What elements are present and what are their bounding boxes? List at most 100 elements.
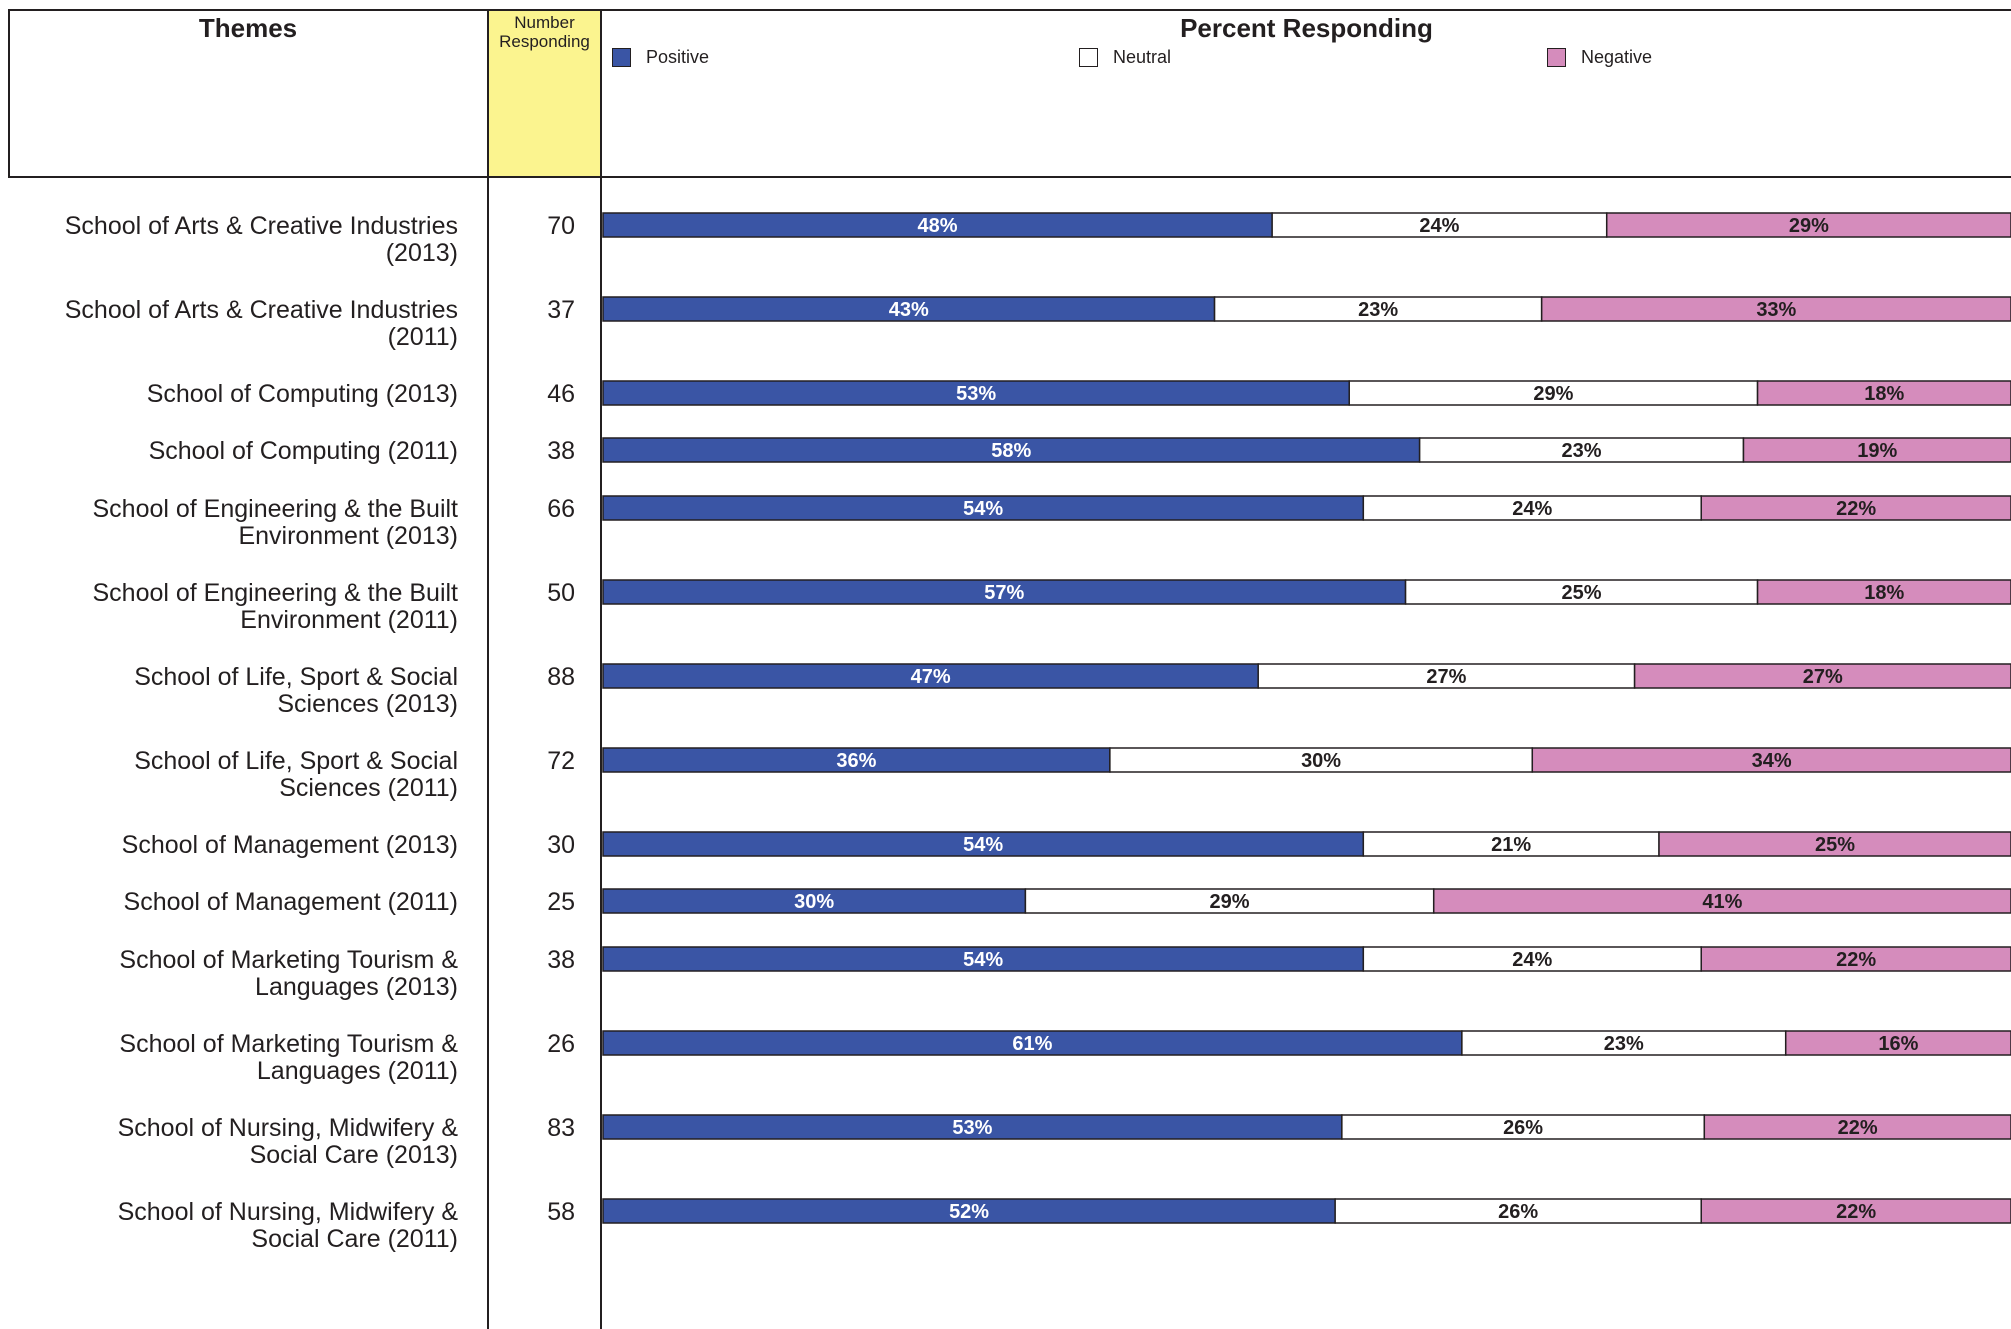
themes-column-divider <box>487 9 489 1329</box>
bar-negative-label: 22% <box>1836 949 1876 971</box>
legend-positive: Positive <box>612 46 709 68</box>
bar-neutral-label: 26% <box>1498 1201 1538 1223</box>
bar-negative-label: 16% <box>1878 1033 1918 1055</box>
row-count: 70 <box>547 212 575 240</box>
bar-neutral <box>1213 296 1543 322</box>
bar-negative-label: 34% <box>1752 750 1792 772</box>
bar-neutral <box>1341 1114 1706 1140</box>
row-label: School of Computing (2013) <box>146 380 458 408</box>
row-count: 50 <box>547 579 575 607</box>
row-label: School of Life, Sport & Social Sciences (… <box>134 663 458 718</box>
bar-positive <box>602 579 1407 605</box>
row-count: 26 <box>547 1030 575 1058</box>
bar-positive <box>602 888 1027 914</box>
header-divider <box>8 176 2011 178</box>
bar-neutral <box>1418 437 1745 463</box>
bar-negative-label: 33% <box>1756 299 1796 321</box>
top-border <box>8 9 2011 11</box>
row-label: School of Engineering & the Built Environ… <box>92 495 458 550</box>
row-label: School of Arts & Creative Industries (201… <box>64 212 458 267</box>
bar-neutral <box>1362 946 1702 972</box>
bar-positive-label: 53% <box>956 383 996 405</box>
legend-negative: Negative <box>1547 46 1652 68</box>
bar-negative <box>1700 495 2011 521</box>
number-responding-header: Number Responding <box>488 13 601 51</box>
bar-negative <box>1756 380 2011 406</box>
bar-positive <box>602 437 1421 463</box>
row-count: 30 <box>547 831 575 859</box>
row-count: 58 <box>547 1198 575 1226</box>
bar-positive-label: 48% <box>918 215 958 237</box>
legend-positive-label: Positive <box>646 46 710 67</box>
number-header-line2: Responding <box>499 32 590 51</box>
bar-positive-label: 54% <box>963 498 1003 520</box>
bar-negative-label: 22% <box>1836 1201 1876 1223</box>
legend-negative-swatch <box>1547 47 1566 67</box>
bar-negative-label: 27% <box>1803 666 1843 688</box>
bar-neutral-label: 24% <box>1512 498 1552 520</box>
bar-neutral <box>1257 663 1636 689</box>
legend-positive-swatch <box>612 47 631 67</box>
bar-negative-label: 25% <box>1815 834 1855 856</box>
bar-positive-label: 58% <box>991 440 1031 462</box>
bar-negative-label: 41% <box>1702 891 1742 913</box>
number-header-line1: Number <box>514 13 575 32</box>
bar-negative <box>1784 1030 2011 1056</box>
row-count: 83 <box>547 1114 575 1142</box>
bar-positive-label: 30% <box>794 891 834 913</box>
bar-positive <box>602 747 1111 773</box>
bar-neutral-label: 26% <box>1503 1117 1543 1139</box>
row-label: School of Arts & Creative Industries (201… <box>64 296 458 351</box>
row-label: School of Engineering & the Built Environ… <box>92 579 458 634</box>
left-border <box>8 9 10 178</box>
bar-negative <box>1756 579 2011 605</box>
bar-positive-label: 36% <box>836 750 876 772</box>
bar-positive-label: 43% <box>889 299 929 321</box>
bar-positive-label: 54% <box>963 834 1003 856</box>
bar-negative-label: 18% <box>1864 383 1904 405</box>
bar-positive-label: 47% <box>911 666 951 688</box>
bar-negative <box>1633 663 2011 689</box>
bar-neutral-label: 29% <box>1533 383 1573 405</box>
bar-positive-label: 57% <box>984 582 1024 604</box>
legend-neutral: Neutral <box>1079 46 1171 68</box>
row-label: School of Marketing Tourism & Languages (… <box>119 1030 458 1085</box>
number-column-divider <box>600 9 602 1329</box>
row-count: 88 <box>547 663 575 691</box>
bar-neutral-label: 25% <box>1562 582 1602 604</box>
bar-positive <box>602 1030 1463 1056</box>
bar-neutral-label: 24% <box>1512 949 1552 971</box>
bar-negative <box>1703 1114 2011 1140</box>
row-label: School of Marketing Tourism & Languages (… <box>119 946 458 1001</box>
bar-neutral-label: 23% <box>1358 299 1398 321</box>
bar-positive <box>602 212 1273 238</box>
bar-neutral-label: 29% <box>1210 891 1250 913</box>
bar-neutral <box>1271 212 1608 238</box>
row-label: School of Computing (2011) <box>148 437 458 465</box>
row-label: School of Life, Sport & Social Sciences (… <box>134 747 458 802</box>
row-count: 25 <box>547 888 575 916</box>
bar-positive-label: 53% <box>952 1117 992 1139</box>
bar-neutral-label: 21% <box>1491 834 1531 856</box>
bar-negative-label: 29% <box>1789 215 1829 237</box>
legend-neutral-swatch <box>1079 47 1098 67</box>
bar-negative <box>1432 888 2011 914</box>
row-label: School of Nursing, Midwifery & Social Car… <box>117 1114 458 1169</box>
bar-neutral-label: 23% <box>1604 1033 1644 1055</box>
legend-neutral-label: Neutral <box>1113 46 1172 67</box>
bar-neutral <box>1404 579 1759 605</box>
row-label: School of Management (2011) <box>123 888 458 916</box>
bar-neutral-label: 23% <box>1562 440 1602 462</box>
bar-positive <box>602 831 1365 857</box>
bar-negative <box>1700 946 2011 972</box>
row-label: School of Nursing, Midwifery & Social Car… <box>117 1198 458 1253</box>
bar-negative <box>1531 747 2011 773</box>
bar-positive-label: 52% <box>949 1201 989 1223</box>
bar-neutral <box>1362 831 1660 857</box>
bar-positive <box>602 380 1350 406</box>
row-label: School of Management (2013) <box>121 831 458 859</box>
percent-responding-header: Percent Responding <box>1180 13 1433 43</box>
bar-negative-label: 18% <box>1864 582 1904 604</box>
